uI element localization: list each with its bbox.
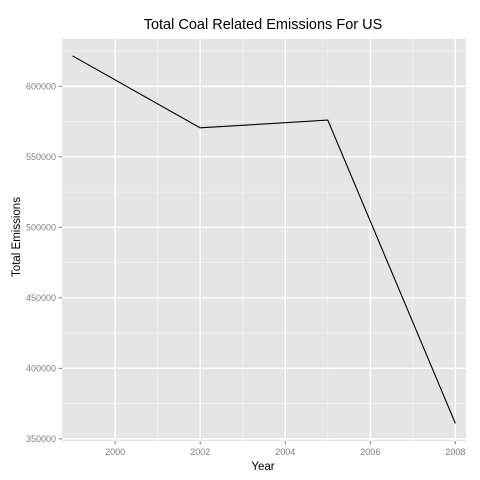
x-tick-label: 2004	[275, 447, 295, 457]
y-tick-label: 600000	[26, 81, 56, 91]
major-gridlines	[62, 39, 466, 441]
plot-panel	[62, 39, 466, 441]
y-tick-label: 400000	[26, 363, 56, 373]
y-tick-label: 350000	[26, 434, 56, 444]
minor-gridlines	[62, 39, 466, 441]
y-tick-label: 450000	[26, 293, 56, 303]
y-axis-ticks: 350000 400000 450000 500000 550000 600000	[26, 81, 62, 444]
x-axis-title: Year	[251, 461, 274, 473]
x-tick-label: 2008	[445, 447, 465, 457]
y-tick-label: 500000	[26, 222, 56, 232]
x-axis-ticks: 2000 2002 2004 2006 2008	[105, 441, 465, 457]
chart-title: Total Coal Related Emissions For US	[144, 17, 383, 33]
y-tick-label: 550000	[26, 152, 56, 162]
series-layer	[72, 55, 456, 424]
x-tick-label: 2000	[105, 447, 125, 457]
x-tick-label: 2006	[360, 447, 380, 457]
series-line	[72, 55, 456, 424]
x-tick-label: 2002	[190, 447, 210, 457]
y-axis-title: Total Emissions	[11, 197, 23, 277]
